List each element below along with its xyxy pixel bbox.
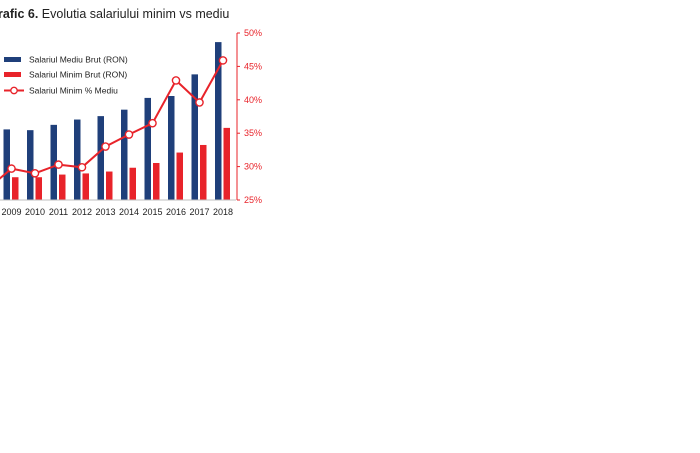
point-pct-2012 xyxy=(77,162,87,172)
line-group xyxy=(0,56,228,180)
bar-min-2011 xyxy=(59,174,66,200)
legend-swatch-marker xyxy=(10,86,18,95)
x-tick-2015: 2015 xyxy=(142,207,162,217)
legend-label-0: Salariul Mediu Brut (RON) xyxy=(29,55,128,65)
bar-avg-2012 xyxy=(74,119,81,200)
bar-min-2009 xyxy=(12,177,19,200)
bar-min-2012 xyxy=(82,173,89,200)
bars-group xyxy=(3,42,230,200)
axes-group: 2009 2010 2011 2012 2013 2014 2015 2016 2017 2018… xyxy=(0,28,262,217)
bar-min-2015 xyxy=(153,162,160,200)
bar-avg-2010 xyxy=(27,130,34,200)
y-right-tick-40: 40% xyxy=(244,95,262,105)
x-tick-2010: 2010 xyxy=(25,207,45,217)
point-pct-2010 xyxy=(30,168,40,178)
chart-title-text: Evolutia salariului minim vs mediu xyxy=(41,7,230,21)
y-right-tick-35: 35% xyxy=(244,128,262,138)
y-right-tick-30: 30% xyxy=(244,162,262,172)
bar-min-2014 xyxy=(129,167,136,200)
bar-min-2018 xyxy=(223,127,230,200)
chart-title: rafic 6. Evolutia salariului minim vs me… xyxy=(0,7,229,21)
point-pct-2014 xyxy=(124,130,134,139)
y-right-tick-45: 45% xyxy=(244,61,262,71)
legend-swatch-min xyxy=(4,72,21,77)
legend-label-1: Salariul Minim Brut (RON) xyxy=(29,70,127,80)
x-tick-2016: 2016 xyxy=(166,207,186,217)
x-tick-2013: 2013 xyxy=(95,207,115,217)
point-pct-2017 xyxy=(195,98,204,107)
bar-min-2013 xyxy=(106,171,113,200)
bar-min-2017 xyxy=(200,144,207,200)
bar-avg-2015 xyxy=(144,97,151,200)
point-pct-2009 xyxy=(7,164,16,173)
chart-legend: Salariul Mediu Brut (RON) Salariul Minim … xyxy=(4,55,128,96)
x-tick-2009: 2009 xyxy=(1,207,21,217)
x-tick-2011: 2011 xyxy=(49,207,68,217)
chart-title-number: rafic 6. xyxy=(0,7,39,21)
x-tick-2018: 2018 xyxy=(213,207,233,217)
legend-label-2: Salariul Minim % Mediu xyxy=(29,86,118,96)
bar-avg-2013 xyxy=(97,116,104,200)
bar-avg-2017 xyxy=(191,74,198,200)
point-pct-2016 xyxy=(171,76,181,85)
x-tick-2012: 2012 xyxy=(72,207,92,217)
bar-avg-2018 xyxy=(215,42,222,200)
legend-swatch-avg xyxy=(4,57,21,62)
point-pct-2015 xyxy=(148,118,157,128)
bar-avg-2016 xyxy=(168,96,175,200)
bar-min-2016 xyxy=(176,152,183,200)
y-right-tick-50: 50% xyxy=(244,28,262,38)
x-tick-2017: 2017 xyxy=(189,207,209,217)
bar-avg-2009 xyxy=(3,129,10,200)
point-pct-2018 xyxy=(218,56,228,65)
x-tick-2014: 2014 xyxy=(119,207,139,217)
bar-avg-2014 xyxy=(121,109,128,200)
point-pct-2013 xyxy=(101,142,110,151)
bar-avg-2011 xyxy=(50,124,57,200)
point-pct-2011 xyxy=(54,160,63,169)
bar-min-2010 xyxy=(35,177,42,200)
y-right-tick-25: 25% xyxy=(244,195,262,205)
